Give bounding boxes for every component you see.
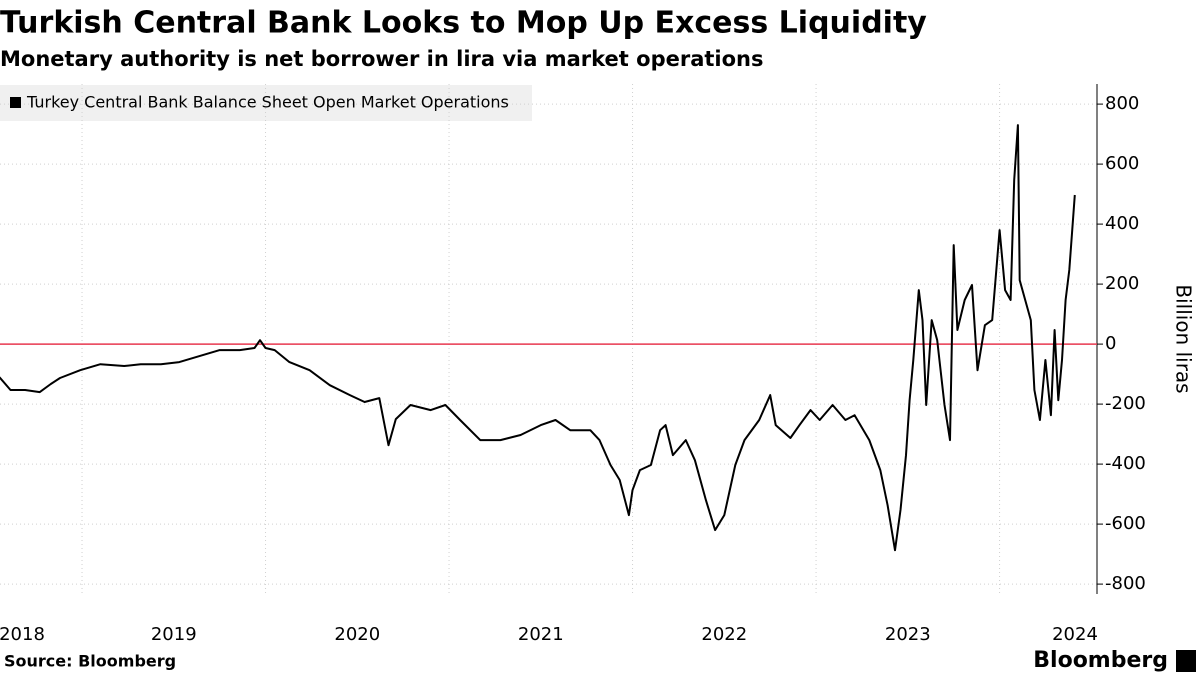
y-tick-label: 600 bbox=[1105, 153, 1139, 174]
x-tick-label: 2018 bbox=[0, 624, 45, 645]
x-tick-label: 2024 bbox=[1052, 624, 1098, 645]
y-tick-label: -600 bbox=[1105, 513, 1146, 534]
chart-title: Turkish Central Bank Looks to Mop Up Exc… bbox=[0, 6, 927, 41]
brand-icon bbox=[1176, 650, 1196, 672]
data-line bbox=[0, 124, 1076, 552]
x-tick-label: 2020 bbox=[334, 624, 380, 645]
x-tick-label: 2019 bbox=[151, 624, 197, 645]
y-tick-label: 200 bbox=[1105, 273, 1139, 294]
y-tick-label: 0 bbox=[1105, 333, 1116, 354]
y-tick-label: -800 bbox=[1105, 573, 1146, 594]
x-tick-label: 2023 bbox=[885, 624, 931, 645]
chart-subtitle: Monetary authority is net borrower in li… bbox=[0, 47, 764, 71]
brand: Bloomberg bbox=[1033, 648, 1168, 673]
y-tick-label: 800 bbox=[1105, 93, 1139, 114]
source: Source: Bloomberg bbox=[4, 652, 176, 671]
y-tick-label: -200 bbox=[1105, 393, 1146, 414]
legend-swatch bbox=[10, 97, 21, 108]
y-tick-label: -400 bbox=[1105, 453, 1146, 474]
x-tick-label: 2022 bbox=[701, 624, 747, 645]
legend-label: Turkey Central Bank Balance Sheet Open M… bbox=[26, 93, 509, 112]
x-tick-label: 2021 bbox=[518, 624, 564, 645]
legend-box bbox=[0, 85, 532, 121]
y-tick-label: 400 bbox=[1105, 213, 1139, 234]
y-axis-label: Billion liras bbox=[1172, 284, 1196, 393]
